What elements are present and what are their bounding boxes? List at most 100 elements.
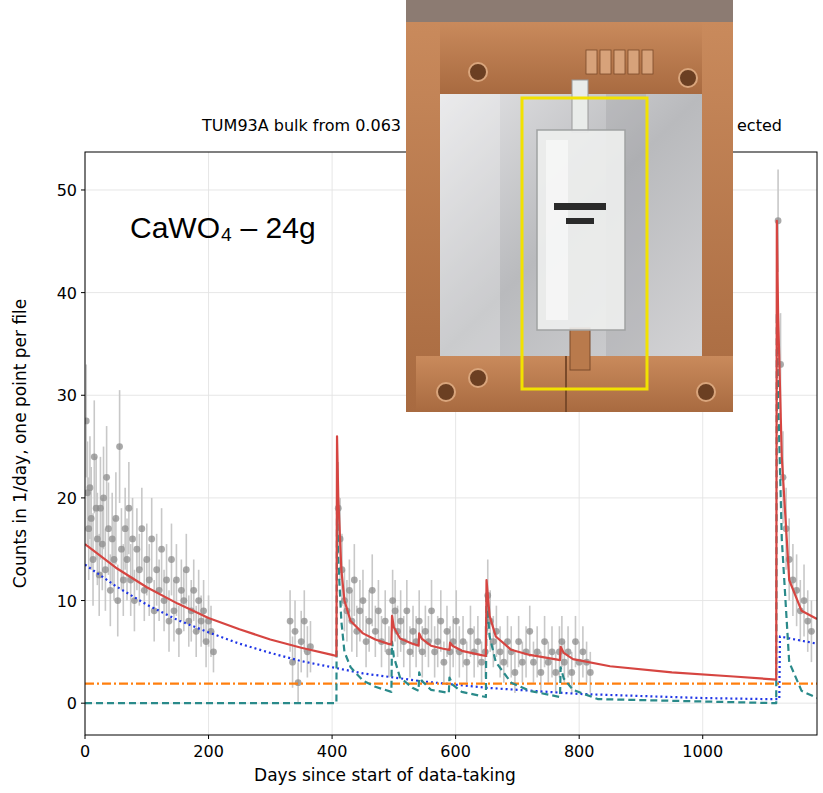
x-grid-line <box>332 152 333 735</box>
data-point <box>587 669 594 676</box>
data-point <box>552 669 559 676</box>
data-point <box>287 618 294 625</box>
data-point <box>416 618 423 625</box>
photo-background <box>406 0 733 412</box>
data-point <box>444 628 451 635</box>
data-point <box>190 587 197 594</box>
data-point <box>124 556 131 563</box>
data-point <box>403 607 410 614</box>
y-tick <box>81 189 85 190</box>
x-tick <box>332 735 333 739</box>
x-tick-label: 400 <box>317 742 348 761</box>
cavity <box>440 94 702 356</box>
data-point <box>171 607 178 614</box>
data-point <box>166 618 173 625</box>
data-point <box>146 577 153 584</box>
data-point <box>572 638 579 645</box>
data-point <box>129 536 136 543</box>
data-point <box>407 648 414 655</box>
data-point <box>138 525 145 532</box>
chart-root: 0200400600800100001020304050Days since s… <box>0 0 823 793</box>
y-tick-label: 10 <box>57 592 77 611</box>
y-grid-line <box>85 600 817 601</box>
data-point <box>519 659 526 666</box>
data-point <box>579 648 586 655</box>
data-point <box>180 597 187 604</box>
data-point <box>392 607 399 614</box>
data-point <box>195 597 202 604</box>
data-point <box>463 659 470 666</box>
x-tick-label: 1000 <box>682 742 723 761</box>
data-point <box>143 556 150 563</box>
screw <box>697 383 715 401</box>
data-point <box>360 597 367 604</box>
screw <box>469 369 487 387</box>
data-point <box>94 536 101 543</box>
y-grid-line <box>85 497 817 498</box>
x-axis-title: Days since start of data-taking <box>254 765 516 785</box>
sensor <box>566 218 594 224</box>
data-point <box>112 515 119 522</box>
y-tick <box>81 292 85 293</box>
clamp <box>614 50 625 74</box>
data-point <box>460 638 467 645</box>
data-point <box>183 566 190 573</box>
y-tick-label: 30 <box>57 386 77 405</box>
y-tick-label: 20 <box>57 489 77 508</box>
copper-seam <box>565 356 567 412</box>
y-tick-label: 40 <box>57 284 77 303</box>
screw <box>679 69 697 87</box>
data-point <box>366 618 373 625</box>
data-point <box>90 556 97 563</box>
data-point <box>102 566 109 573</box>
data-point <box>410 628 417 635</box>
data-point <box>292 628 299 635</box>
y-tick <box>81 395 85 396</box>
data-point <box>397 618 404 625</box>
data-point <box>382 618 389 625</box>
y-grid-line <box>85 703 817 704</box>
data-point <box>500 659 507 666</box>
data-point <box>568 669 575 676</box>
y-tick <box>81 497 85 498</box>
data-point <box>298 638 305 645</box>
data-point <box>103 474 110 481</box>
data-point <box>431 648 438 655</box>
copper-left-column <box>406 22 440 412</box>
data-point <box>85 418 90 425</box>
data-point <box>109 536 116 543</box>
data-point <box>116 443 123 450</box>
data-point <box>85 525 92 532</box>
data-point <box>111 556 118 563</box>
screw <box>469 63 487 81</box>
data-point <box>801 597 808 604</box>
x-tick <box>455 735 456 739</box>
data-point <box>107 587 114 594</box>
data-point <box>118 546 125 553</box>
photo-top-edge <box>406 0 733 22</box>
data-point <box>136 566 143 573</box>
crystal-holder-rod <box>572 80 588 132</box>
fit-line <box>85 683 817 685</box>
data-point <box>97 505 104 512</box>
data-point <box>105 525 112 532</box>
crystal-reflection <box>546 140 568 320</box>
data-point <box>346 587 353 594</box>
data-point <box>178 587 185 594</box>
clamp <box>586 50 597 74</box>
data-point <box>775 217 782 224</box>
data-point <box>87 484 94 491</box>
data-point <box>301 618 308 625</box>
data-point <box>434 638 441 645</box>
crystal-label: CaWO₄ – 24g <box>130 211 316 244</box>
y-tick <box>81 703 85 704</box>
data-point <box>153 566 160 573</box>
title-fragment: ected <box>737 116 782 135</box>
data-point <box>561 659 568 666</box>
x-tick <box>579 735 580 739</box>
data-point <box>210 648 217 655</box>
data-point <box>99 541 106 548</box>
data-point <box>512 669 519 676</box>
clamp <box>628 50 639 74</box>
data-point <box>363 638 370 645</box>
